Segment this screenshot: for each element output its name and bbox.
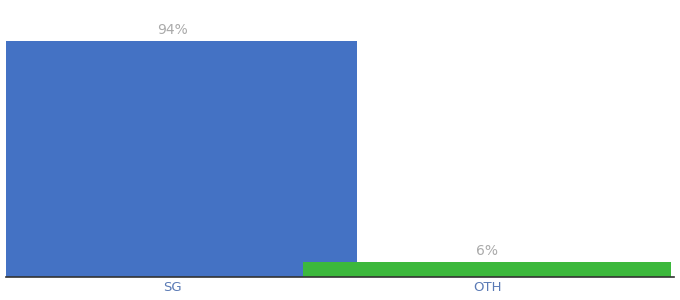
Bar xyxy=(0,41,357,277)
Text: 6%: 6% xyxy=(476,244,498,258)
Text: 94%: 94% xyxy=(157,23,188,37)
Bar xyxy=(303,262,671,277)
